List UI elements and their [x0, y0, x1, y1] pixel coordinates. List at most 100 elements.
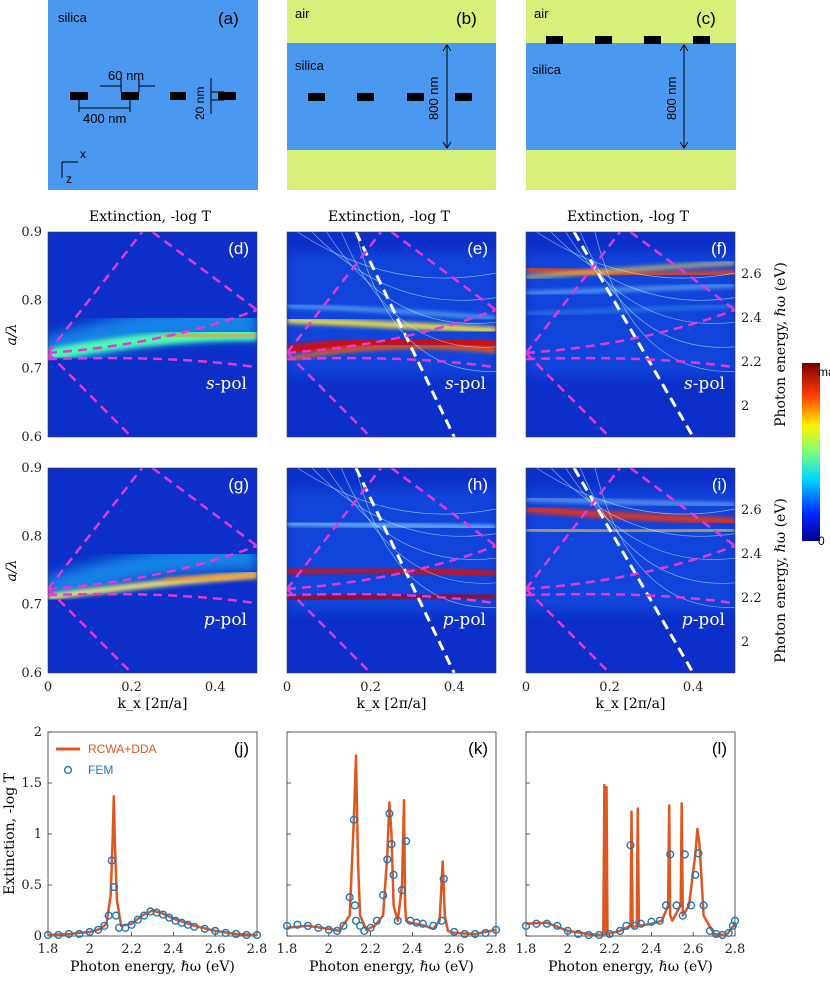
y-axis-label: a/λ: [4, 560, 20, 582]
fem-point: [387, 840, 396, 849]
panel-label: (f): [711, 239, 727, 258]
air-label: air: [295, 6, 310, 21]
series-rcwa-dda-line: [286, 754, 497, 936]
energy-tick-label: 2: [741, 635, 749, 650]
fem-point: [293, 920, 302, 929]
x-tick-label: 0.2: [121, 680, 142, 695]
fem-point: [324, 925, 333, 934]
air-region: [287, 0, 496, 43]
x-tick-label: 2.8: [725, 942, 746, 957]
spectrum-panel-l: 1.8 2 2.2 2.4 2.6 2.8 Photon energy, ℏω (eV) (l…: [516, 731, 746, 975]
y-tick-label: 2: [34, 725, 42, 740]
energy-axis-label: Photon energy, ℏω (eV): [773, 498, 789, 663]
x-tick-label: 2: [86, 942, 94, 957]
fem-point: [622, 921, 631, 930]
fem-point: [372, 916, 381, 925]
fem-point: [121, 923, 130, 932]
x-tick-label: 2: [564, 942, 572, 957]
fem-point: [450, 927, 459, 937]
fem-point: [481, 928, 490, 938]
fem-point: [232, 929, 241, 939]
panel-label: (g): [228, 475, 249, 494]
panel-label: (d): [228, 239, 249, 258]
thickness-arrow-b: [442, 44, 452, 149]
x-axis-label: Photon energy, ℏω (eV): [70, 959, 235, 975]
map-panel-i: (i) p-pol 0 0.2 0.4 k_x [2π/a] 2 2.2 2.4 2.6 Photo…: [522, 467, 789, 712]
x-tick-label: 2.2: [121, 942, 142, 957]
fem-point: [345, 893, 354, 902]
polarization-label: s-pol: [445, 374, 486, 394]
y-tick-label: 0.9: [21, 461, 42, 476]
fem-point: [636, 919, 646, 928]
map-title-f: Extinction, -log T: [567, 209, 690, 225]
silica-region: [526, 43, 736, 150]
y-axis-label: a/λ: [4, 324, 20, 346]
fem-point: [672, 901, 681, 910]
x-tick-label: 1.8: [516, 942, 537, 957]
fem-point: [402, 837, 411, 846]
energy-tick-label: 2.2: [741, 355, 762, 370]
panel-label-a: (a): [218, 9, 239, 28]
silica-label: silica: [295, 58, 325, 73]
x-axis-label: k_x [2π/a]: [357, 696, 427, 712]
x-tick-label: 0: [283, 680, 291, 695]
fem-point: [356, 921, 365, 930]
thickness-label-b: 800 nm: [426, 77, 441, 120]
width-label: 60 nm: [108, 68, 144, 83]
period-label: 400 nm: [83, 111, 126, 126]
x-tick-label: 2.4: [641, 942, 662, 957]
fem-point: [389, 870, 398, 879]
fem-point: [471, 929, 480, 939]
axis-x-label: x: [80, 147, 86, 161]
folded-light-line: [526, 468, 735, 605]
fem-point: [678, 911, 687, 920]
fem-point: [282, 921, 292, 930]
particle-row-c: [546, 36, 710, 44]
folded-light-line: [287, 232, 383, 437]
fem-point: [211, 926, 220, 936]
air-label: air: [534, 6, 549, 21]
x-axis-label: Photon energy, ℏω (eV): [309, 959, 474, 975]
x-tick-label: 1.8: [277, 942, 298, 957]
x-tick-label: 0.2: [360, 680, 381, 695]
fem-point: [221, 928, 230, 938]
folded-light-line: [48, 232, 144, 437]
x-axis-label: k_x [2π/a]: [596, 696, 666, 712]
fem-point: [314, 923, 323, 932]
map-panel-h: (h) p-pol 0 0.2 0.4 k_x [2π/a]: [283, 467, 497, 712]
air-region: [526, 0, 736, 43]
thickness-arrow-c: [679, 44, 689, 149]
fem-point: [111, 911, 121, 920]
fem-point: [64, 929, 74, 939]
x-tick-label: 2.4: [163, 942, 184, 957]
fem-point: [383, 855, 392, 864]
x-tick-label: 2.6: [444, 942, 465, 957]
fem-point: [521, 921, 531, 930]
axis-z-label: z: [66, 172, 72, 186]
panel-label: (h): [467, 475, 488, 494]
fem-point: [339, 921, 348, 930]
y-tick-label: 0.8: [21, 293, 42, 308]
x-tick-label: 0: [522, 680, 530, 695]
folded-light-line: [526, 232, 735, 369]
x-tick-label: 0.2: [599, 680, 620, 695]
light-line-dashed: [354, 232, 456, 437]
fem-point: [385, 809, 394, 818]
y-tick-label: 0.9: [21, 225, 42, 240]
series-rcwa-dda-line: [525, 783, 736, 937]
colorbar: max 0: [802, 363, 830, 548]
polarization-label: s-pol: [684, 374, 725, 394]
map-panel-f: (f) s-pol 2 2.2 2.4 2.6 Photon energy, ℏω (eV): [525, 231, 789, 438]
fem-point: [350, 901, 360, 910]
dimension-lines-a: [78, 78, 224, 114]
fem-point: [605, 929, 614, 939]
folded-light-line: [526, 468, 622, 673]
fem-point: [252, 930, 262, 940]
fem-point: [705, 926, 715, 936]
silica-label: silica: [58, 10, 88, 25]
fem-point: [107, 856, 116, 865]
fem-point: [647, 917, 656, 926]
colorbar-min-label: 0: [818, 534, 825, 548]
x-tick-label: 2.6: [683, 942, 704, 957]
